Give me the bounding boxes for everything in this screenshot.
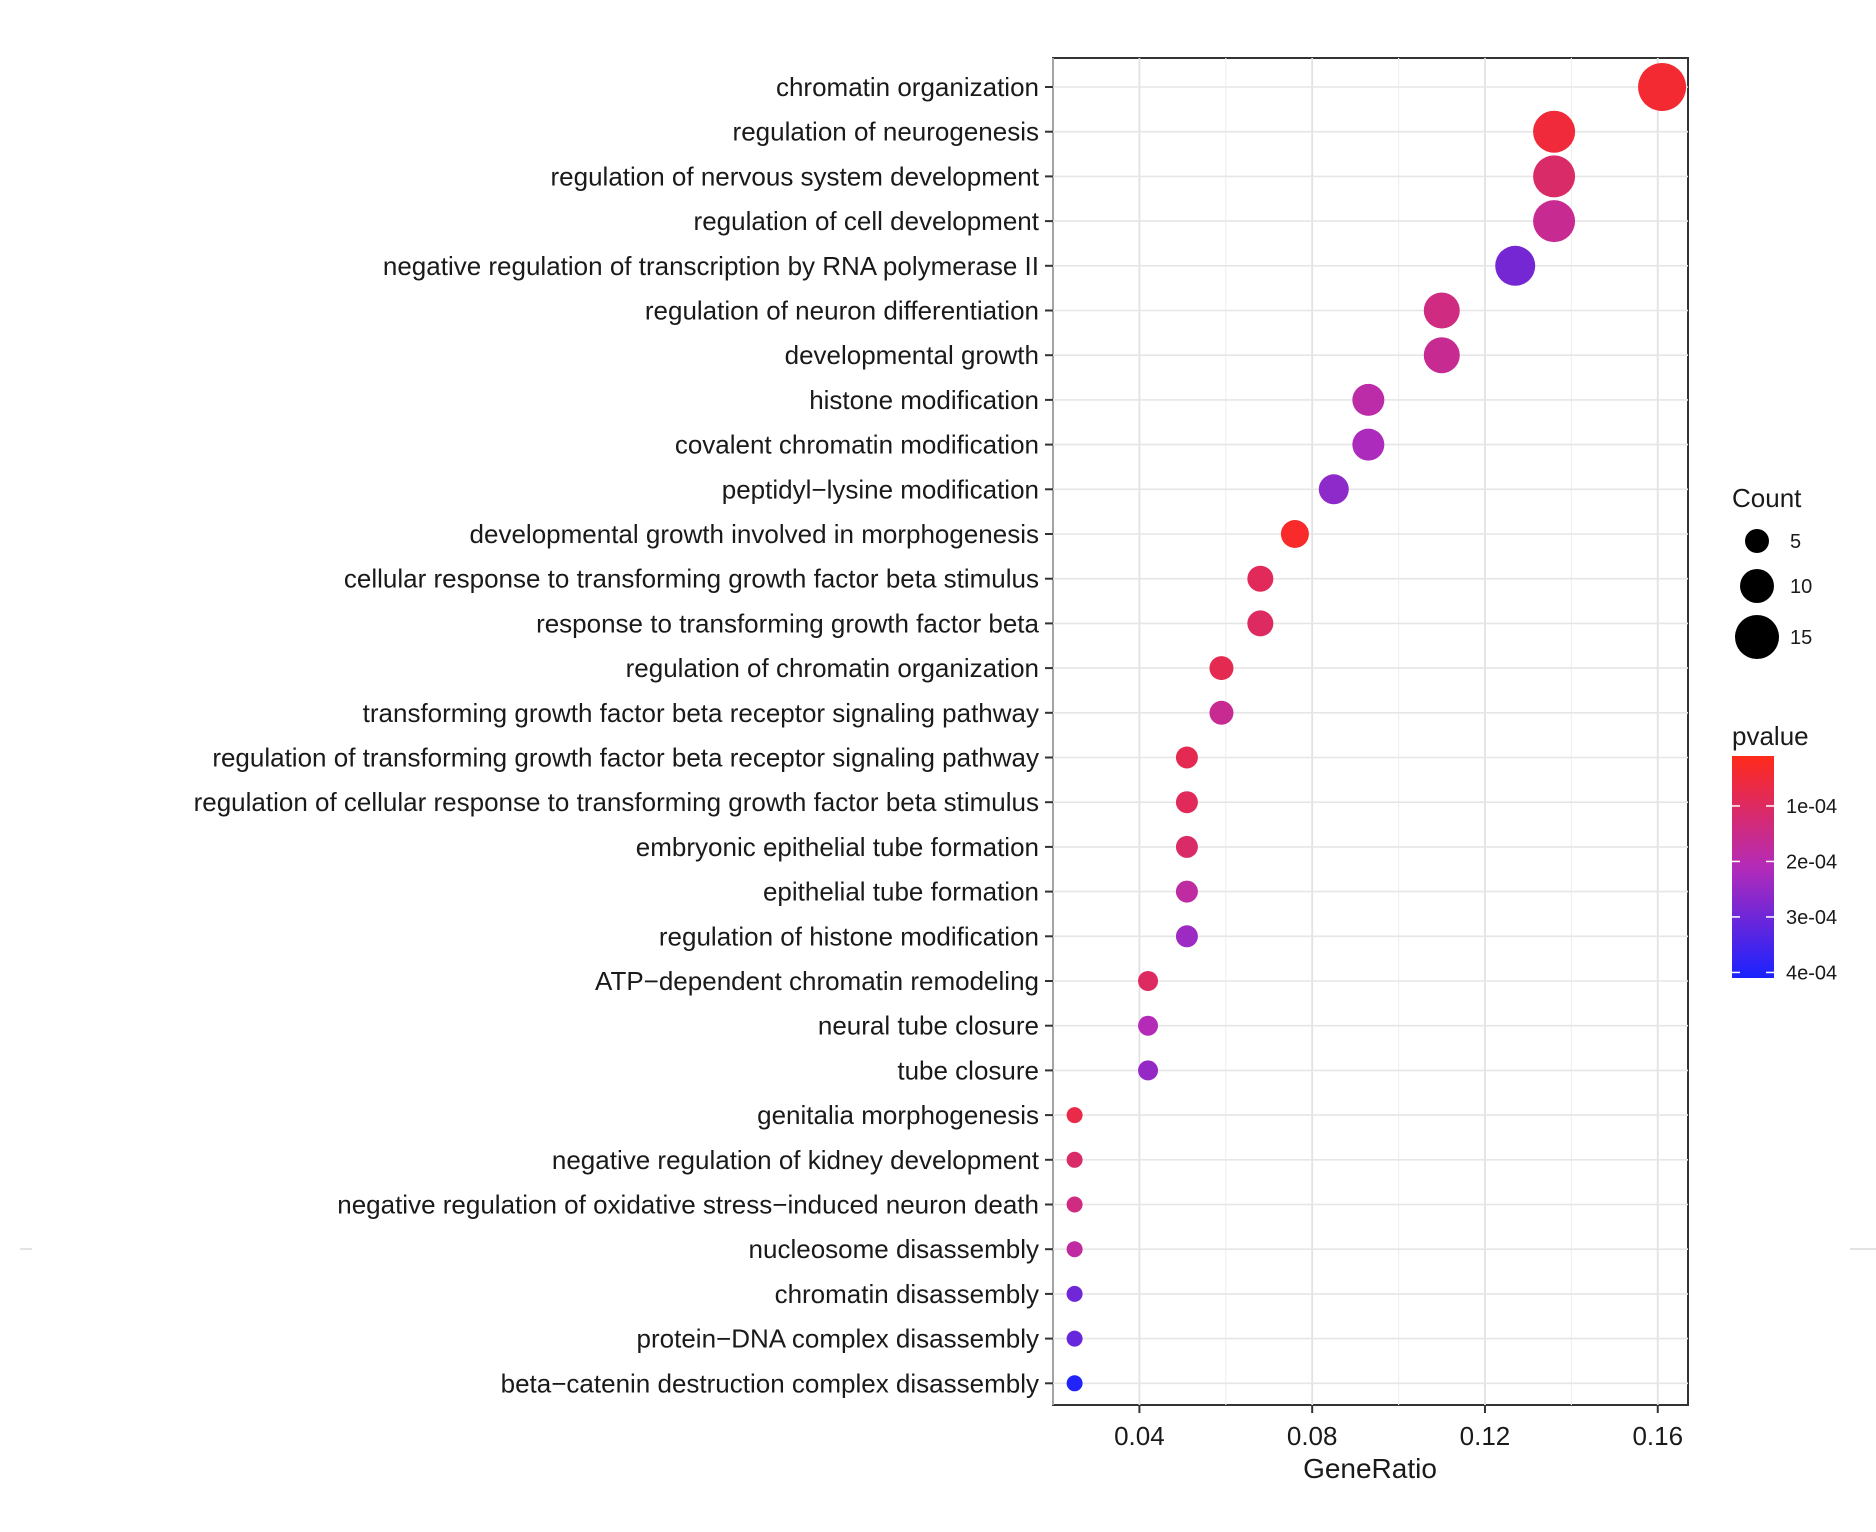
data-point	[1175, 791, 1198, 814]
category-label: epithelial tube formation	[763, 877, 1039, 907]
color-legend-bar	[1732, 756, 1774, 978]
data-point	[1533, 110, 1576, 153]
category-label: regulation of chromatin organization	[626, 653, 1039, 683]
data-point	[1138, 971, 1159, 991]
data-point	[1533, 200, 1576, 243]
data-point	[1175, 925, 1198, 948]
data-point	[1138, 1060, 1159, 1081]
category-label: regulation of nervous system development	[551, 161, 1040, 191]
size-legend-title: Count	[1732, 483, 1802, 513]
category-label: tube closure	[897, 1055, 1039, 1085]
category-label: regulation of cell development	[694, 206, 1040, 236]
color-legend: pvalue 1e-04 2e-04 3e-04 4e-04	[1732, 721, 1837, 984]
category-label: regulation of cellular response to trans…	[194, 787, 1039, 817]
data-point	[1066, 1241, 1083, 1258]
color-legend-label: 3e-04	[1786, 907, 1837, 929]
category-label: histone modification	[809, 385, 1039, 415]
category-label: regulation of transforming growth factor…	[212, 743, 1039, 773]
size-legend-dot	[1735, 615, 1779, 659]
color-legend-label: 1e-04	[1786, 796, 1837, 818]
size-legend-label: 5	[1790, 531, 1801, 553]
data-point	[1138, 1015, 1159, 1036]
data-point	[1247, 610, 1274, 637]
size-legend-label: 15	[1790, 627, 1812, 649]
x-tick-label: 0.04	[1114, 1421, 1165, 1451]
x-tick-label: 0.16	[1632, 1421, 1683, 1451]
category-label: response to transforming growth factor b…	[536, 608, 1039, 638]
data-point	[1066, 1196, 1083, 1213]
category-label: chromatin disassembly	[775, 1279, 1039, 1309]
size-legend: Count 5 10 15	[1732, 483, 1812, 659]
data-point	[1066, 1285, 1083, 1302]
right-edge-mark	[1850, 1248, 1876, 1250]
data-point	[1175, 746, 1198, 769]
grid-lines	[1052, 58, 1688, 1405]
plot-panel	[1052, 57, 1689, 1406]
data-point	[1209, 656, 1234, 681]
data-point	[1175, 880, 1198, 903]
x-tick-label: 0.08	[1287, 1421, 1338, 1451]
data-point	[1247, 565, 1274, 592]
category-label: developmental growth	[785, 340, 1039, 370]
size-legend-dot	[1745, 529, 1769, 553]
category-label: developmental growth involved in morphog…	[470, 519, 1039, 549]
data-point	[1352, 383, 1385, 416]
data-point	[1066, 1151, 1083, 1168]
data-point	[1495, 245, 1536, 286]
data-point	[1175, 835, 1198, 858]
x-axis: 0.04 0.08 0.12 0.16	[1114, 1405, 1683, 1451]
left-edge-mark	[20, 1248, 32, 1250]
category-label: negative regulation of kidney developmen…	[552, 1145, 1040, 1175]
size-legend-dot	[1740, 569, 1774, 603]
category-label: negative regulation of oxidative stress−…	[337, 1190, 1039, 1220]
category-label: negative regulation of transcription by …	[383, 251, 1039, 281]
data-point	[1352, 428, 1385, 461]
category-label: chromatin organization	[776, 72, 1039, 102]
color-legend-label: 4e-04	[1786, 962, 1837, 984]
category-label: beta−catenin destruction complex disasse…	[501, 1368, 1039, 1398]
data-point	[1423, 292, 1460, 329]
color-legend-title: pvalue	[1732, 721, 1809, 751]
data-point	[1066, 1330, 1083, 1347]
x-axis-title: GeneRatio	[1303, 1453, 1437, 1484]
category-label: genitalia morphogenesis	[757, 1100, 1039, 1130]
color-legend-label: 2e-04	[1786, 851, 1837, 873]
category-label: transforming growth factor beta receptor…	[363, 698, 1039, 728]
category-label: nucleosome disassembly	[749, 1234, 1039, 1264]
data-point	[1423, 337, 1460, 374]
category-label: regulation of histone modification	[659, 921, 1039, 951]
category-label: peptidyl−lysine modification	[722, 474, 1039, 504]
data-point	[1066, 1107, 1083, 1124]
category-label: ATP−dependent chromatin remodeling	[595, 966, 1039, 996]
data-point	[1318, 474, 1349, 505]
category-label: protein−DNA complex disassembly	[637, 1324, 1039, 1354]
y-axis-labels: chromatin organization regulation of neur…	[194, 72, 1040, 1398]
data-point	[1209, 700, 1234, 725]
y-axis-ticks	[1045, 86, 1053, 1385]
category-label: covalent chromatin modification	[675, 430, 1039, 460]
data-point	[1280, 520, 1309, 548]
category-label: regulation of neurogenesis	[733, 117, 1039, 147]
size-legend-label: 10	[1790, 576, 1812, 598]
data-point	[1066, 1375, 1083, 1392]
category-label: cellular response to transforming growth…	[344, 564, 1039, 594]
data-points	[1066, 63, 1687, 1392]
category-label: embryonic epithelial tube formation	[636, 832, 1039, 862]
data-point	[1533, 155, 1576, 198]
category-label: neural tube closure	[818, 1011, 1039, 1041]
x-tick-label: 0.12	[1460, 1421, 1511, 1451]
data-point	[1638, 63, 1687, 111]
category-label: regulation of neuron differentiation	[645, 296, 1039, 326]
